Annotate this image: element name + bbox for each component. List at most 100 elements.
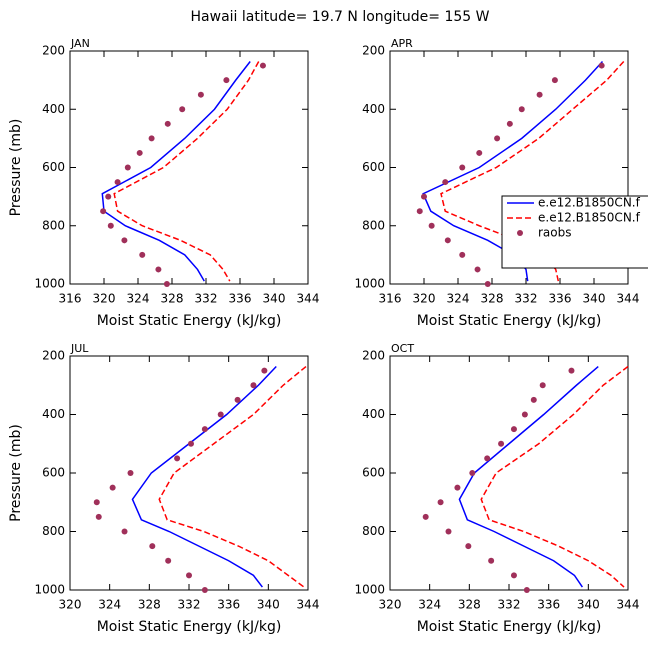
raob-point	[428, 222, 435, 229]
model-line	[113, 61, 260, 282]
x-tick-label: 344	[297, 292, 320, 306]
raob-point	[100, 208, 107, 215]
raob-point	[148, 135, 155, 142]
raob-point	[521, 411, 528, 418]
raob-point	[165, 557, 172, 564]
x-tick-label: 316	[59, 292, 82, 306]
y-tick-label: 600	[362, 466, 385, 480]
y-tick-label: 800	[42, 218, 65, 232]
legend-label: e.e12.B1850CN.f	[538, 211, 641, 225]
figure-title: Hawaii latitude= 19.7 N longitude= 155 W	[191, 9, 490, 25]
y-tick-label: 1000	[354, 277, 385, 291]
x-tick-label: 324	[98, 598, 121, 612]
x-axis-label: Moist Static Energy (kJ/kg)	[417, 619, 602, 635]
y-tick-label: 600	[42, 466, 65, 480]
panel-title: JUL	[70, 342, 89, 355]
x-tick-label: 328	[138, 598, 161, 612]
raob-point	[201, 426, 208, 433]
x-tick-label: 332	[498, 598, 521, 612]
x-tick-label: 332	[178, 598, 201, 612]
panel-title: APR	[391, 37, 413, 50]
raob-point	[506, 120, 513, 127]
raob-point	[539, 382, 546, 389]
raob-point	[444, 237, 451, 244]
x-tick-label: 340	[583, 292, 606, 306]
x-axis-label: Moist Static Energy (kJ/kg)	[97, 313, 282, 329]
model-line	[480, 365, 629, 588]
x-tick-label: 320	[93, 292, 116, 306]
y-tick-label: 1000	[354, 583, 385, 597]
plot-frame	[389, 50, 629, 285]
model-line	[101, 61, 251, 282]
raob-point	[551, 77, 558, 84]
raob-point	[454, 484, 461, 491]
raob-point	[163, 281, 170, 287]
y-axis-label: Pressure (mb)	[8, 424, 24, 522]
raob-point	[510, 572, 517, 579]
raob-point	[261, 367, 268, 374]
raob-point	[484, 455, 491, 462]
raob-point	[223, 77, 230, 84]
raob-point	[422, 513, 429, 520]
raob-point	[121, 528, 128, 535]
raob-point	[95, 513, 102, 520]
legend-marker	[517, 230, 523, 236]
raob-point	[523, 587, 530, 593]
raob-point	[136, 149, 143, 156]
x-tick-label: 320	[379, 598, 402, 612]
x-tick-label: 324	[127, 292, 150, 306]
raob-point	[186, 572, 192, 579]
x-axis-label: Moist Static Energy (kJ/kg)	[97, 619, 282, 635]
raob-point	[109, 484, 116, 491]
raob-point	[164, 120, 171, 127]
model-line	[458, 365, 599, 588]
legend-box	[501, 195, 648, 269]
y-tick-label: 400	[362, 102, 385, 116]
raob-point	[421, 193, 427, 200]
raob-point	[476, 149, 483, 156]
raob-point	[459, 164, 466, 171]
plot-frame	[389, 355, 629, 591]
y-tick-label: 200	[42, 349, 65, 363]
raob-point	[139, 251, 146, 258]
y-axis-label: Pressure (mb)	[8, 119, 24, 217]
x-tick-label: 344	[617, 598, 640, 612]
raob-point	[459, 251, 466, 258]
model-line	[158, 365, 307, 588]
x-tick-label: 344	[617, 292, 640, 306]
y-tick-label: 200	[362, 44, 385, 58]
x-tick-label: 316	[379, 292, 402, 306]
raob-point	[494, 135, 501, 142]
x-tick-label: 320	[413, 292, 436, 306]
raob-point	[234, 396, 241, 403]
x-axis-label: Moist Static Energy (kJ/kg)	[417, 313, 602, 329]
raob-point	[465, 543, 472, 550]
raob-point	[498, 440, 505, 447]
model-line	[131, 366, 277, 588]
plot-frame	[69, 50, 309, 285]
y-tick-label: 400	[42, 407, 65, 421]
y-tick-label: 800	[362, 524, 385, 538]
raob-point	[105, 193, 112, 200]
x-tick-label: 340	[263, 292, 286, 306]
raob-point	[197, 91, 204, 98]
raob-point	[187, 440, 194, 447]
x-tick-label: 320	[59, 598, 82, 612]
y-tick-label: 1000	[34, 583, 65, 597]
raob-point	[445, 528, 452, 535]
raob-point	[416, 208, 423, 215]
raob-point	[179, 106, 186, 113]
raob-point	[442, 179, 449, 186]
y-tick-label: 600	[42, 160, 65, 174]
legend-label: raobs	[538, 226, 572, 240]
x-tick-label: 328	[161, 292, 184, 306]
raob-point	[536, 91, 543, 98]
x-tick-label: 336	[537, 598, 560, 612]
raob-point	[155, 266, 162, 273]
raob-point	[510, 426, 517, 433]
raob-point	[474, 266, 481, 273]
raob-point	[114, 179, 121, 186]
